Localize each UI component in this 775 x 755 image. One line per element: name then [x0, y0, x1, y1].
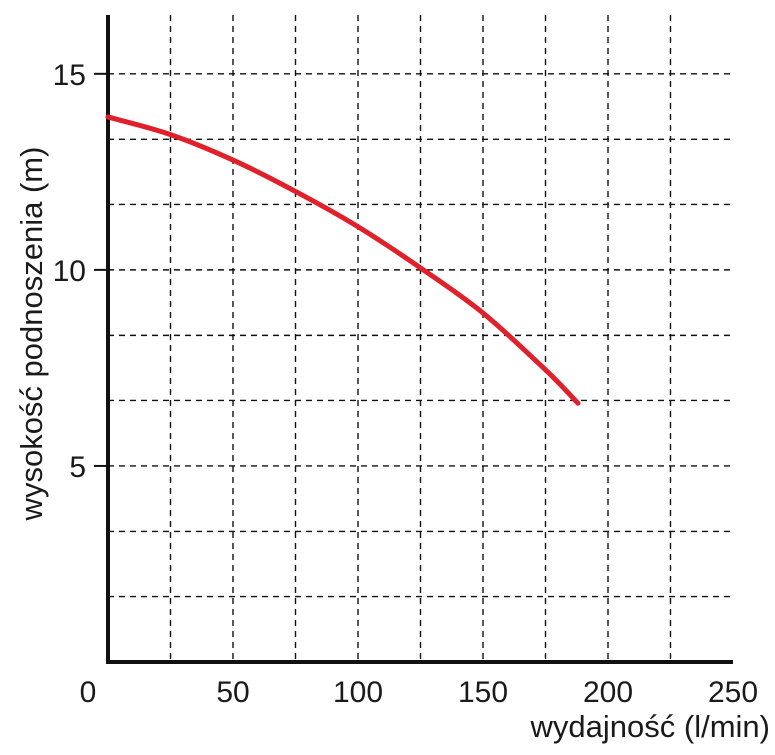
series-layer	[105, 114, 581, 406]
x-tick-label: 50	[216, 676, 249, 709]
x-tick-label: 100	[333, 676, 383, 709]
horizontal-gridlines	[108, 73, 733, 598]
y-tick-label: 10	[53, 255, 86, 288]
y-axis-ticks: 5 10 15	[53, 59, 108, 484]
y-tick-label: 5	[69, 451, 86, 484]
x-tick-label: 0	[80, 676, 97, 709]
pump-curve-line	[105, 114, 581, 406]
y-axis-label: wysokość podnoszenia (m)	[14, 147, 49, 522]
vertical-gridlines	[169, 15, 672, 662]
y-tick-label: 15	[53, 59, 86, 92]
x-axis-label: wydajność (l/min)	[530, 709, 770, 744]
x-tick-label: 200	[583, 676, 633, 709]
x-axis-ticks: 0 50 100 150 200 250	[80, 676, 758, 709]
x-tick-label: 150	[458, 676, 508, 709]
x-tick-label: 250	[708, 676, 758, 709]
